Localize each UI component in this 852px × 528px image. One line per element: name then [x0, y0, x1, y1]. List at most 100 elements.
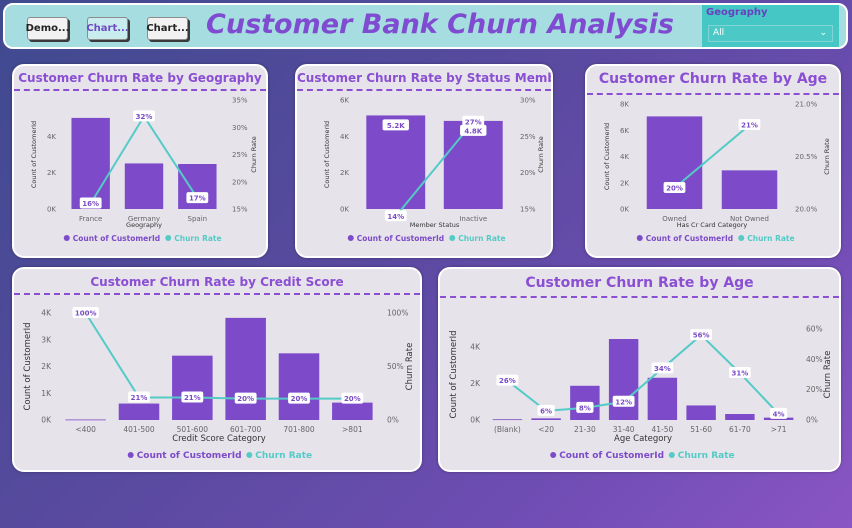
churn-rate-label-text: 27% [465, 118, 482, 126]
chart-legend: Count of CustomerId Churn Rate [636, 234, 795, 243]
bar[interactable] [71, 117, 110, 209]
geography-dropdown[interactable]: All ⌄ [708, 25, 833, 42]
y-tick-label: 6K [620, 127, 629, 135]
chart-title: Customer Churn Rate by Credit Score [90, 275, 344, 289]
y-tick-label: 4K [470, 343, 481, 352]
x-tick-label: 41-50 [651, 425, 673, 434]
y2-tick-label: 35% [232, 97, 248, 105]
y2-axis-title: Churn Rate [250, 136, 258, 172]
churn-rate-label: 20% [288, 392, 310, 404]
churn-rate-line[interactable] [673, 124, 751, 189]
legend-label: Count of CustomerId [137, 451, 242, 461]
y2-tick-label: 25% [232, 151, 248, 159]
x-tick-label: 401-500 [123, 425, 155, 434]
y2-tick-label: 100% [387, 309, 408, 318]
legend-label: Churn Rate [747, 234, 794, 243]
chart-legend: Count of CustomerId Churn Rate [347, 234, 506, 243]
x-tick-label: (Blank) [494, 425, 521, 434]
legend-label: Churn Rate [255, 451, 312, 461]
y-tick-label: 2K [340, 169, 349, 177]
churn-rate-label: 26% [496, 374, 519, 386]
chart-plot: 0K 2K 4K 6K 8K 20.0% 20.5% 21.0% Count of Custom… [603, 101, 831, 244]
legend-item[interactable]: Churn Rate [668, 451, 735, 461]
legend-label: Count of CustomerId [73, 234, 160, 243]
legend-item[interactable]: Churn Rate [165, 234, 222, 243]
chart-legend: Count of CustomerId Churn Rate [127, 451, 312, 461]
x-axis-title: Member Status [410, 221, 460, 229]
legend-item[interactable]: Count of CustomerId [550, 451, 664, 461]
churn-rate-label-text: 21% [184, 394, 201, 402]
churn-rate-label: 21% [128, 391, 150, 403]
y2-tick-label: 25% [520, 133, 536, 141]
bar[interactable] [65, 419, 106, 421]
bar[interactable] [332, 402, 373, 420]
chart-plot: 0K 2K 4K 0% 20% 40% 60% Count of CustomerId Chur… [449, 325, 833, 462]
y-tick-label: 0K [620, 206, 629, 214]
churn-rate-label: 8% [576, 401, 594, 413]
legend-item[interactable]: Churn Rate [738, 234, 795, 243]
legend-item[interactable]: Count of CustomerId [63, 234, 160, 243]
legend-label: Churn Rate [678, 451, 735, 461]
legend-item[interactable]: Count of CustomerId [127, 451, 242, 461]
churn-rate-label: 100% [72, 307, 99, 318]
bar[interactable] [531, 418, 561, 420]
bar[interactable] [172, 355, 213, 420]
legend-item[interactable]: Count of CustomerId [347, 234, 444, 243]
legend-label: Count of CustomerId [559, 451, 664, 461]
nav-button-chart-1[interactable]: Chart... [86, 17, 129, 40]
y2-tick-label: 0% [806, 416, 818, 425]
legend-item[interactable]: Churn Rate [449, 234, 506, 243]
bar[interactable] [647, 377, 678, 420]
bar[interactable] [646, 116, 703, 209]
nav-button-demographics[interactable]: Demo... [26, 17, 69, 40]
title-divider [14, 293, 420, 295]
y2-tick-label: 20% [232, 178, 248, 186]
bar[interactable] [225, 317, 266, 420]
y-tick-label: 2K [470, 379, 481, 388]
chart-legend: Count of CustomerId Churn Rate [63, 234, 222, 243]
y-tick-label: 8K [620, 101, 629, 109]
churn-rate-label-text: 20% [666, 185, 683, 193]
y2-tick-label: 30% [520, 97, 536, 105]
bar[interactable] [124, 163, 164, 209]
y-tick-label: 2K [620, 179, 629, 187]
churn-rate-label: 20% [663, 182, 686, 193]
geography-slicer: Geography All ⌄ [702, 5, 839, 47]
bar[interactable] [686, 405, 716, 420]
churn-rate-line[interactable] [394, 121, 475, 217]
chart-card-age: Customer Churn Rate by Age 0K 2K 4K 0% 20% 40%… [438, 267, 841, 472]
bar[interactable] [608, 339, 639, 420]
legend-label: Count of CustomerId [646, 234, 733, 243]
y2-tick-label: 0% [387, 416, 399, 425]
y2-tick-label: 20% [806, 385, 823, 394]
y2-tick-label: 20.0% [795, 206, 818, 214]
legend-item[interactable]: Count of CustomerId [636, 234, 733, 243]
churn-rate-label-text: 32% [136, 113, 153, 121]
title-divider [14, 89, 266, 91]
y2-tick-label: 50% [387, 362, 404, 371]
bar-value-label: 5.2K [382, 119, 409, 131]
churn-rate-label: 6% [537, 404, 555, 416]
y-tick-label: 0K [470, 416, 481, 425]
y-tick-label: 0K [47, 206, 56, 214]
y2-axis-title: Churn Rate [823, 138, 831, 174]
churn-rate-label: 20% [341, 392, 364, 404]
bar[interactable] [725, 413, 755, 420]
y2-tick-label: 60% [806, 325, 823, 334]
bar[interactable] [721, 170, 778, 209]
chart-card-geography: Customer Churn Rate by Geography 0K 2K 4K 15… [12, 64, 268, 258]
x-tick-label: 501-600 [177, 425, 209, 434]
bar[interactable] [492, 419, 523, 421]
title-divider [587, 93, 839, 95]
bar[interactable] [118, 403, 160, 420]
churn-rate-label-text: 16% [82, 200, 99, 208]
legend-item[interactable]: Churn Rate [246, 451, 312, 461]
churn-rate-label-text: 4% [773, 410, 785, 418]
churn-rate-label: 31% [728, 366, 751, 378]
chart-plot: 0K 1K 2K 3K 4K 0% 50% 100% Count of CustomerId Ch… [23, 307, 415, 461]
nav-button-chart-2[interactable]: Chart... [146, 17, 189, 40]
chart-title: Customer Churn Rate by Geography [18, 71, 262, 85]
bar[interactable] [278, 353, 320, 420]
churn-rate-label: 34% [651, 362, 674, 374]
churn-rate-label: 21% [181, 391, 204, 403]
